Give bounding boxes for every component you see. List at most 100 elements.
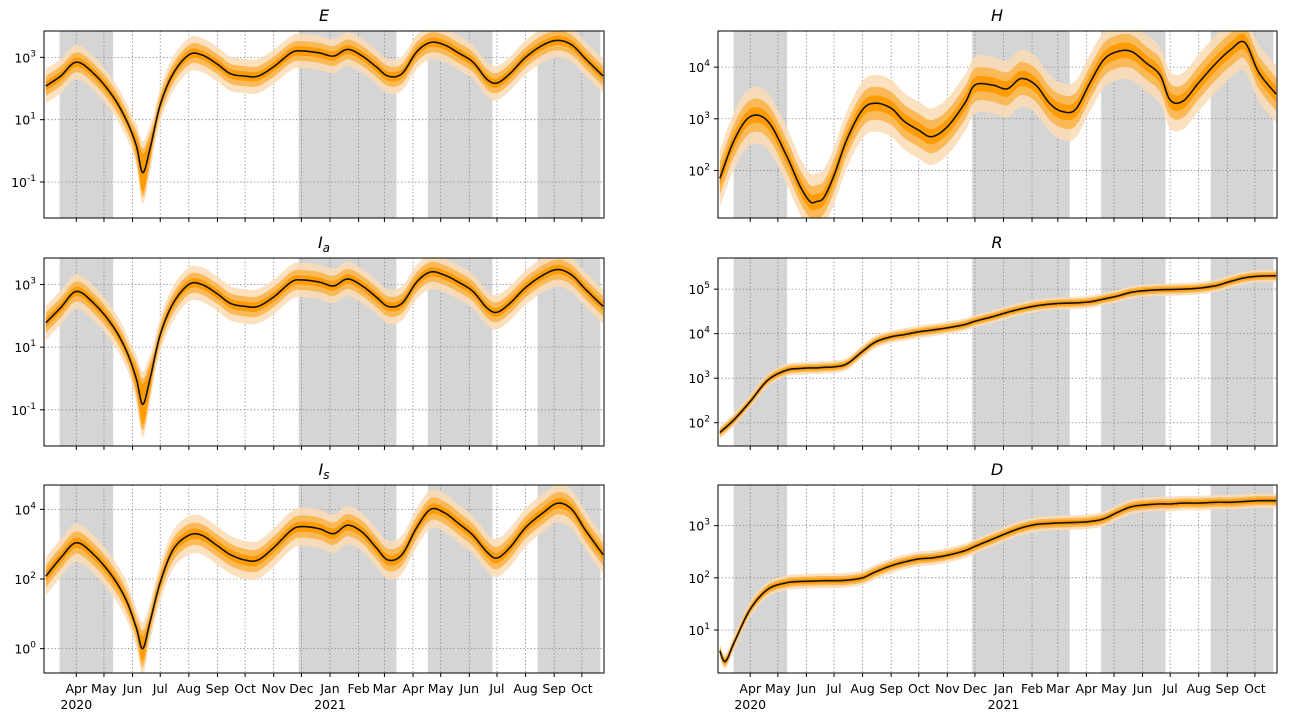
x-tick-label: Feb	[1021, 681, 1043, 696]
y-tick-label: 104	[688, 326, 710, 342]
uncertainty-band-3	[719, 33, 1277, 211]
axes-frame	[43, 30, 605, 219]
y-axis-ticks: 102 103 104 105	[688, 281, 718, 431]
x-axis-ticks: Apr May Jun Jul Aug Sep Oct Nov Dec Jan Feb Mar Apr M…	[60, 673, 593, 712]
median-line	[719, 499, 1277, 663]
axes-frame	[717, 257, 1278, 447]
gridlines	[718, 485, 1277, 673]
axes-frame	[717, 30, 1278, 219]
y-tick-label: 10-1	[11, 174, 36, 190]
x-tick-label: Oct	[908, 681, 930, 696]
x-tick-label: Apr	[739, 681, 761, 696]
y-tick-label: 101	[14, 112, 36, 128]
x-tick-label: Feb	[348, 681, 370, 696]
uncertainty-bands	[719, 269, 1277, 439]
y-tick-label: 103	[14, 49, 36, 65]
y-tick-label: 102	[688, 570, 710, 586]
uncertainty-band-1	[45, 258, 604, 438]
panel-h: 102 103 104 H	[688, 6, 1278, 222]
x-tick-label: Dec	[963, 681, 987, 696]
panel-r: 102 103 104 105 R	[688, 233, 1278, 450]
x-tick-label: Jul	[152, 681, 168, 696]
panel-ia: 10-1 101 103 Ia	[11, 233, 605, 450]
y-tick-label: 103	[688, 518, 710, 534]
x-tick-label: Mar	[1046, 681, 1070, 696]
x-tick-label: Oct	[1244, 681, 1266, 696]
x-axis-ticks	[749, 218, 1256, 222]
y-axis-ticks: 10-1 101 103	[11, 49, 44, 190]
uncertainty-band-3	[45, 497, 604, 662]
uncertainty-band-2	[719, 271, 1277, 437]
y-tick-label: 104	[14, 501, 36, 517]
y-axis-ticks: 101 102 103	[688, 518, 718, 638]
panel-title: R	[991, 233, 1002, 252]
shaded-periods	[733, 485, 1274, 673]
uncertainty-band-2	[719, 31, 1277, 218]
y-tick-label: 101	[688, 622, 710, 638]
median-line	[719, 274, 1277, 434]
uncertainty-band-1	[719, 31, 1277, 218]
x-year-label: 2020	[734, 697, 766, 712]
axes-frame	[717, 484, 1278, 674]
x-year-label: 2020	[60, 697, 92, 712]
x-axis-ticks	[75, 446, 583, 450]
y-axis-ticks: 10-1 101 103	[11, 276, 44, 418]
x-tick-label: Oct	[234, 681, 256, 696]
panel-title: Is	[319, 460, 330, 482]
y-tick-label: 103	[688, 111, 710, 127]
panel-e: 10-1 101 103 E	[11, 6, 605, 222]
x-tick-label: Jun	[459, 681, 480, 696]
x-tick-label: Apr	[402, 681, 424, 696]
panel-title: D	[991, 460, 1003, 479]
x-tick-label: Jun	[1132, 681, 1153, 696]
shaded-period	[972, 258, 1070, 446]
x-year-label: 2021	[988, 697, 1020, 712]
x-tick-label: Apr	[1076, 681, 1098, 696]
x-tick-label: Aug	[513, 681, 537, 696]
axes-frame	[43, 257, 605, 447]
median-line	[719, 40, 1277, 204]
x-axis-ticks: Apr May Jun Jul Aug Sep Oct Nov Dec Jan Feb Mar Apr M…	[734, 673, 1266, 712]
x-tick-label: Jun	[122, 681, 143, 696]
x-axis-ticks	[75, 218, 583, 222]
x-axis-ticks	[749, 446, 1256, 450]
x-tick-label: Sep	[542, 681, 566, 696]
x-tick-label: Jan	[319, 681, 339, 696]
y-tick-label: 102	[688, 415, 710, 431]
gridlines	[44, 485, 604, 673]
median-line	[45, 502, 604, 650]
median-series-line	[719, 499, 1277, 663]
shaded-period	[972, 485, 1070, 673]
y-tick-label: 102	[688, 162, 710, 178]
x-tick-label: Dec	[289, 681, 313, 696]
x-tick-label: Jan	[993, 681, 1013, 696]
x-tick-label: Nov	[935, 681, 960, 696]
y-tick-label: 102	[14, 571, 36, 587]
x-year-label: 2021	[314, 697, 346, 712]
uncertainty-bands	[45, 485, 604, 673]
x-tick-label: Oct	[571, 681, 593, 696]
uncertainty-bands	[719, 31, 1277, 218]
y-tick-label: 103	[688, 370, 710, 386]
x-tick-label: May	[428, 681, 454, 696]
x-tick-label: Sep	[879, 681, 903, 696]
x-tick-label: Aug	[850, 681, 874, 696]
y-tick-label: 105	[688, 281, 710, 297]
x-tick-label: Aug	[177, 681, 201, 696]
y-tick-label: 10-1	[11, 402, 36, 418]
panel-is: 100 102 104 Apr May Jun Jul Aug Sep Oct Nov Dec Jan…	[14, 460, 605, 712]
median-line	[45, 268, 604, 406]
y-tick-label: 103	[14, 276, 36, 292]
x-tick-label: Apr	[65, 681, 87, 696]
panel-title: Ia	[318, 233, 330, 255]
x-tick-label: May	[91, 681, 117, 696]
uncertainty-band-1	[45, 31, 604, 204]
y-axis-ticks: 102 103 104	[688, 59, 718, 178]
x-tick-label: May	[765, 681, 791, 696]
shaded-period	[1210, 485, 1274, 673]
panel-title: H	[991, 6, 1003, 25]
x-tick-label: Jul	[825, 681, 841, 696]
y-tick-label: 101	[14, 339, 36, 355]
shaded-period	[733, 258, 788, 446]
